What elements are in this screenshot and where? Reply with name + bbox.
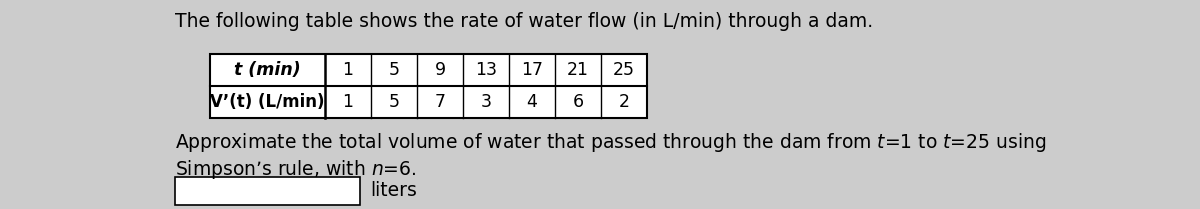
- Text: 13: 13: [475, 61, 497, 79]
- Text: 4: 4: [527, 93, 538, 111]
- Text: 17: 17: [521, 61, 542, 79]
- Text: 1: 1: [342, 61, 354, 79]
- Text: V’(t) (L/min): V’(t) (L/min): [210, 93, 325, 111]
- Text: 5: 5: [389, 93, 400, 111]
- Text: 6: 6: [572, 93, 583, 111]
- Text: 9: 9: [434, 61, 445, 79]
- Text: 1: 1: [342, 93, 354, 111]
- Text: 21: 21: [568, 61, 589, 79]
- Text: liters: liters: [370, 181, 416, 200]
- Text: Approximate the total volume of water that passed through the dam from $t$=1 to : Approximate the total volume of water th…: [175, 131, 1046, 154]
- Text: 7: 7: [434, 93, 445, 111]
- Text: Simpson’s rule, with $n$=6.: Simpson’s rule, with $n$=6.: [175, 158, 416, 181]
- Text: 25: 25: [613, 61, 635, 79]
- Text: The following table shows the rate of water flow (in L/min) through a dam.: The following table shows the rate of wa…: [175, 12, 874, 31]
- Text: t (min): t (min): [234, 61, 301, 79]
- Text: 5: 5: [389, 61, 400, 79]
- Bar: [175, 177, 360, 205]
- Text: 2: 2: [618, 93, 630, 111]
- Text: 3: 3: [480, 93, 492, 111]
- Bar: [210, 54, 647, 118]
